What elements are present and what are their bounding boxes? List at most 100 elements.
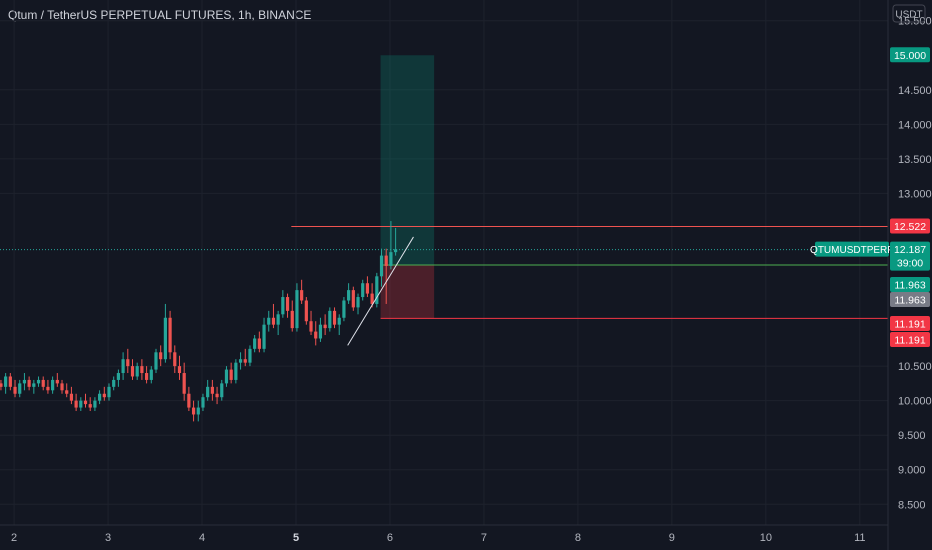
candle-up	[281, 297, 285, 315]
candle-up	[224, 369, 229, 384]
horizontal-lines	[0, 225, 888, 251]
last-price-label: 12.187	[894, 244, 926, 256]
symbol-badge-bg	[815, 241, 889, 257]
candle-down	[83, 400, 88, 405]
candle-down	[140, 366, 144, 374]
candle-down	[126, 359, 130, 367]
candle-up	[32, 383, 36, 387]
candle-up	[238, 359, 243, 363]
candle-down	[191, 407, 196, 415]
candle-down	[55, 379, 59, 384]
candle-up	[394, 249, 398, 253]
candle-down	[60, 383, 64, 391]
x-tick-label: 5	[293, 532, 299, 544]
candle-down	[243, 359, 247, 363]
chart-title: Qtum / TetherUS PERPETUAL FUTURES, 1h, B…	[8, 8, 312, 22]
candle-up	[318, 324, 323, 339]
candle-down	[384, 255, 388, 266]
y-tick-label: 14.500	[898, 85, 932, 97]
candle-up	[93, 400, 97, 408]
candle-up	[375, 276, 379, 304]
candle-down	[323, 324, 327, 329]
y-tick-label: 14.000	[898, 119, 932, 131]
x-tick-label: 4	[199, 532, 205, 544]
currency-badge	[892, 4, 926, 23]
candle-up	[154, 352, 158, 370]
candle-up	[163, 317, 167, 360]
candle-down	[229, 369, 233, 380]
candle-up	[206, 386, 210, 398]
resistance-price-label-bg	[890, 218, 930, 234]
candle-down	[177, 366, 182, 374]
candle-down	[102, 393, 106, 398]
last-price-bg	[890, 241, 930, 271]
candle-up	[328, 310, 332, 329]
candle-up	[220, 383, 224, 398]
candle-down	[215, 393, 219, 398]
candle-up	[262, 324, 266, 349]
candle-down	[290, 310, 294, 329]
y-tick-label: 13.000	[898, 188, 932, 200]
candle-down	[130, 366, 135, 377]
candle-up	[337, 317, 341, 325]
candle-down	[46, 386, 50, 391]
candle-up	[201, 397, 205, 408]
trend-line-segment	[347, 236, 414, 346]
y-tick-label: 13.500	[898, 154, 932, 166]
currency-label: USDT	[895, 10, 922, 21]
candle-up	[234, 362, 238, 380]
candle-down	[271, 317, 276, 325]
candle-down	[13, 386, 17, 394]
candle-up	[135, 366, 139, 377]
candle-up	[51, 379, 55, 391]
candle-up	[379, 255, 384, 277]
candle-down	[88, 404, 92, 408]
candle-down	[187, 393, 191, 408]
candle-down	[159, 352, 163, 360]
candle-down	[332, 310, 337, 325]
x-tick-label: 6	[387, 532, 393, 544]
long-position-tool	[380, 55, 888, 319]
candle-up	[295, 290, 299, 329]
candle-down	[257, 338, 261, 349]
resistance-price-label: 12.522	[894, 221, 926, 233]
candle-down	[365, 283, 370, 294]
candle-down	[0, 383, 3, 387]
candle-up	[107, 386, 111, 398]
candle-down	[69, 393, 74, 401]
candle-down	[314, 331, 318, 339]
candle-down	[173, 352, 177, 367]
candle-up	[79, 400, 83, 408]
candle-down	[74, 400, 78, 408]
candle-up	[342, 300, 346, 318]
candle-up	[18, 383, 22, 394]
candle-down	[304, 300, 308, 322]
price-label: 11.191	[894, 335, 925, 347]
candle-down	[168, 317, 172, 353]
target-price-label-bg	[890, 47, 930, 63]
x-tick-label: 7	[481, 532, 487, 544]
x-tick-label: 2	[11, 532, 17, 544]
y-tick-label: 10.500	[898, 361, 932, 373]
candle-up	[361, 283, 365, 298]
candle-down	[370, 293, 374, 304]
candle-down	[300, 290, 304, 301]
candle-up	[149, 369, 153, 380]
y-tick-label: 9.000	[898, 465, 926, 477]
y-tick-label: 8.500	[898, 499, 926, 511]
x-tick-label: 9	[669, 532, 675, 544]
candle-down	[144, 373, 149, 380]
candle-down	[182, 373, 186, 394]
candle-up	[112, 379, 116, 387]
target-price-label: 15.000	[894, 50, 926, 62]
price-label-bg	[890, 292, 930, 307]
price-label: 11.191	[894, 319, 925, 331]
candle-down	[309, 321, 313, 332]
loss-zone	[380, 265, 435, 319]
candle-up	[22, 379, 27, 384]
candle-up	[196, 407, 200, 415]
symbol-badge: QTUMUSDTPERP	[810, 245, 894, 256]
candle-down	[41, 379, 45, 387]
